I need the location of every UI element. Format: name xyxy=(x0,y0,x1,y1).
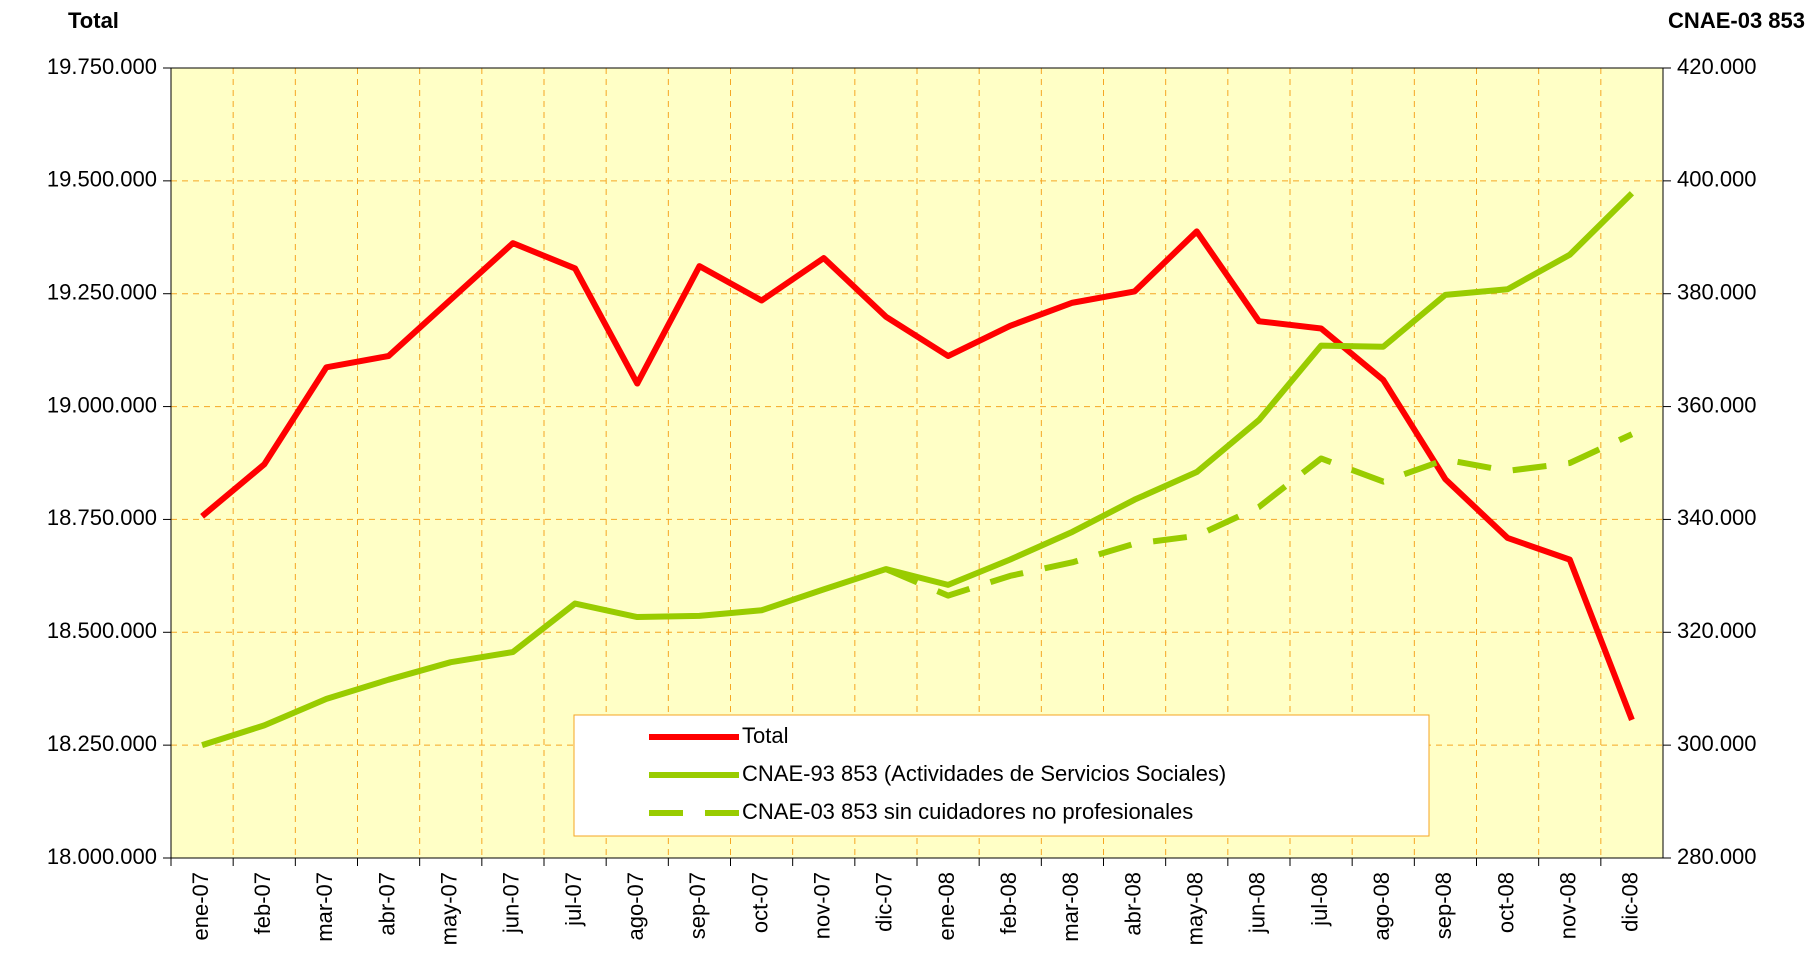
y-tick-label: 18.500.000 xyxy=(47,618,157,643)
legend-label: Total xyxy=(742,723,788,748)
x-tick-label: feb-07 xyxy=(250,872,275,934)
x-tick-label: mar-08 xyxy=(1058,872,1083,942)
y-tick-label: 19.500.000 xyxy=(47,167,157,192)
y-tick-label: 19.750.000 xyxy=(47,54,157,79)
x-tick-label: ene-07 xyxy=(188,872,213,941)
y2-tick-label: 420.000 xyxy=(1677,54,1757,79)
x-tick-label: dic-07 xyxy=(872,872,897,932)
x-tick-label: abr-08 xyxy=(1120,872,1145,936)
y2-axis-title: CNAE-03 853 xyxy=(1668,8,1805,33)
x-tick-label: ene-08 xyxy=(934,872,959,941)
x-tick-label: oct-07 xyxy=(747,872,772,933)
y-tick-label: 18.000.000 xyxy=(47,844,157,869)
x-tick-label: may-08 xyxy=(1183,872,1208,945)
x-tick-label: jul-08 xyxy=(1307,872,1332,927)
series-line xyxy=(884,431,1634,599)
legend-label: CNAE-03 853 sin cuidadores no profesiona… xyxy=(742,799,1193,824)
y2-tick-label: 280.000 xyxy=(1677,844,1757,869)
x-tick-label: sep-07 xyxy=(685,872,710,939)
y2-tick-label: 320.000 xyxy=(1677,618,1757,643)
x-tick-label: nov-08 xyxy=(1556,872,1581,939)
x-tick-label: dic-08 xyxy=(1618,872,1643,932)
x-tick-label: jun-07 xyxy=(499,872,524,934)
legend-label: CNAE-93 853 (Actividades de Servicios So… xyxy=(742,761,1226,786)
y-tick-label: 18.750.000 xyxy=(47,505,157,530)
series-line xyxy=(201,191,1635,749)
y2-tick-label: 340.000 xyxy=(1677,505,1757,530)
y2-tick-label: 360.000 xyxy=(1677,392,1757,417)
x-tick-label: jun-08 xyxy=(1245,872,1270,934)
x-tick-label: may-07 xyxy=(437,872,462,945)
x-tick-label: nov-07 xyxy=(810,872,835,939)
y2-tick-label: 300.000 xyxy=(1677,731,1757,756)
x-tick-label: ago-08 xyxy=(1369,872,1394,941)
x-tick-label: jul-07 xyxy=(561,872,586,927)
series-line xyxy=(200,228,1635,721)
x-tick-label: ago-07 xyxy=(623,872,648,941)
x-tick-label: oct-08 xyxy=(1493,872,1518,933)
x-tick-label: mar-07 xyxy=(312,872,337,942)
y-tick-label: 19.000.000 xyxy=(47,392,157,417)
x-tick-label: sep-08 xyxy=(1431,872,1456,939)
y-tick-label: 19.250.000 xyxy=(47,280,157,305)
y2-tick-label: 400.000 xyxy=(1677,167,1757,192)
y-tick-label: 18.250.000 xyxy=(47,731,157,756)
y-axis-title: Total xyxy=(68,8,119,33)
x-tick-label: abr-07 xyxy=(374,872,399,936)
y2-tick-label: 380.000 xyxy=(1677,280,1757,305)
x-tick-label: feb-08 xyxy=(996,872,1021,934)
